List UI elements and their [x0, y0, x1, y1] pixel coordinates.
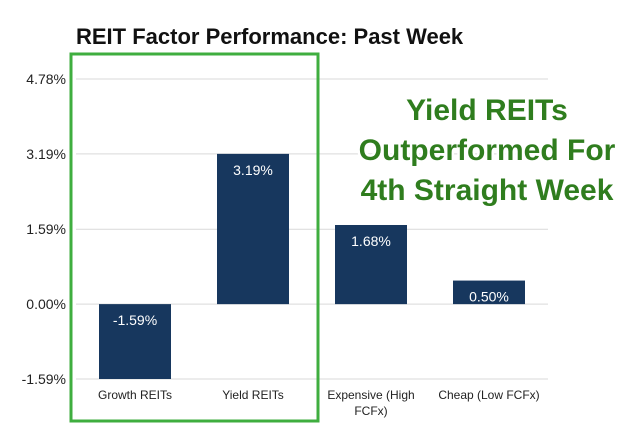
annotation-text: Yield REITs Outperformed For 4th Straight …	[359, 94, 616, 207]
y-tick-label: 0.00%	[26, 296, 66, 312]
bar	[335, 224, 407, 305]
category-label: Cheap (Low FCFx)	[438, 388, 539, 402]
category-label: Yield REITs	[222, 388, 284, 402]
bars: -1.59% 3.19% 1.68% 0.50%	[99, 153, 525, 379]
y-tick-label: 3.19%	[26, 146, 66, 162]
y-axis-ticks: 4.78% 3.19% 1.59% 0.00% -1.59%	[22, 71, 66, 387]
category-labels: Growth REITs Yield REITs Expensive (High FC…	[98, 388, 540, 418]
bar-value-label: 3.19%	[233, 162, 273, 178]
bar	[453, 280, 525, 305]
bar-value-label: 0.50%	[469, 289, 509, 305]
y-tick-label: -1.59%	[22, 371, 66, 387]
annotation-callout: Yield REITs Outperformed For 4th Straight …	[356, 92, 618, 210]
y-tick-label: 1.59%	[26, 221, 66, 237]
y-tick-label: 4.78%	[26, 71, 66, 87]
bar-value-label: 1.68%	[351, 233, 391, 249]
bar	[99, 304, 171, 379]
highlight-box	[69, 52, 320, 423]
chart-title: REIT Factor Performance: Past Week	[76, 24, 464, 49]
category-label: Growth REITs	[98, 388, 172, 402]
bar	[217, 153, 289, 305]
category-label: Expensive (High FCFx)	[327, 388, 414, 418]
bar-value-label: -1.59%	[113, 312, 157, 328]
